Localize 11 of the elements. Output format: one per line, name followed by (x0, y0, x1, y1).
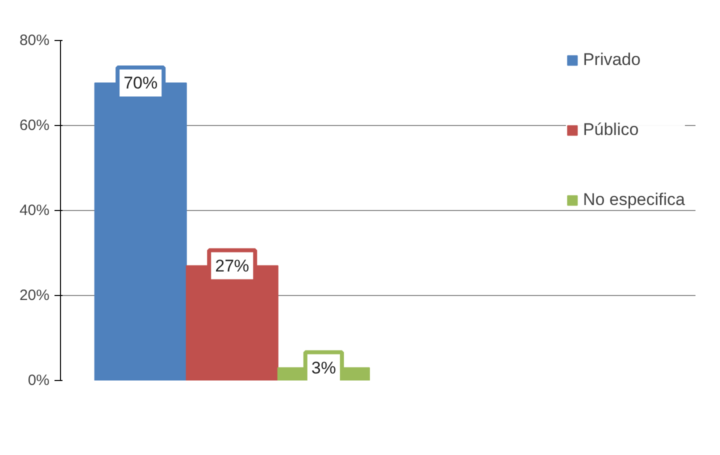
data-label: 3% (311, 358, 336, 378)
y-tick-label: 60% (19, 117, 50, 134)
y-tick-label: 80% (19, 32, 50, 49)
data-label: 70% (124, 74, 158, 92)
y-tick-label: 20% (19, 287, 50, 304)
data-label: 27% (215, 256, 250, 276)
legend-label: Privado (582, 50, 641, 70)
y-tick-label: 40% (19, 202, 50, 219)
y-tick-label: 0% (28, 372, 50, 389)
legend-label: No especifica (582, 190, 685, 210)
legend-label: Público (582, 120, 639, 140)
